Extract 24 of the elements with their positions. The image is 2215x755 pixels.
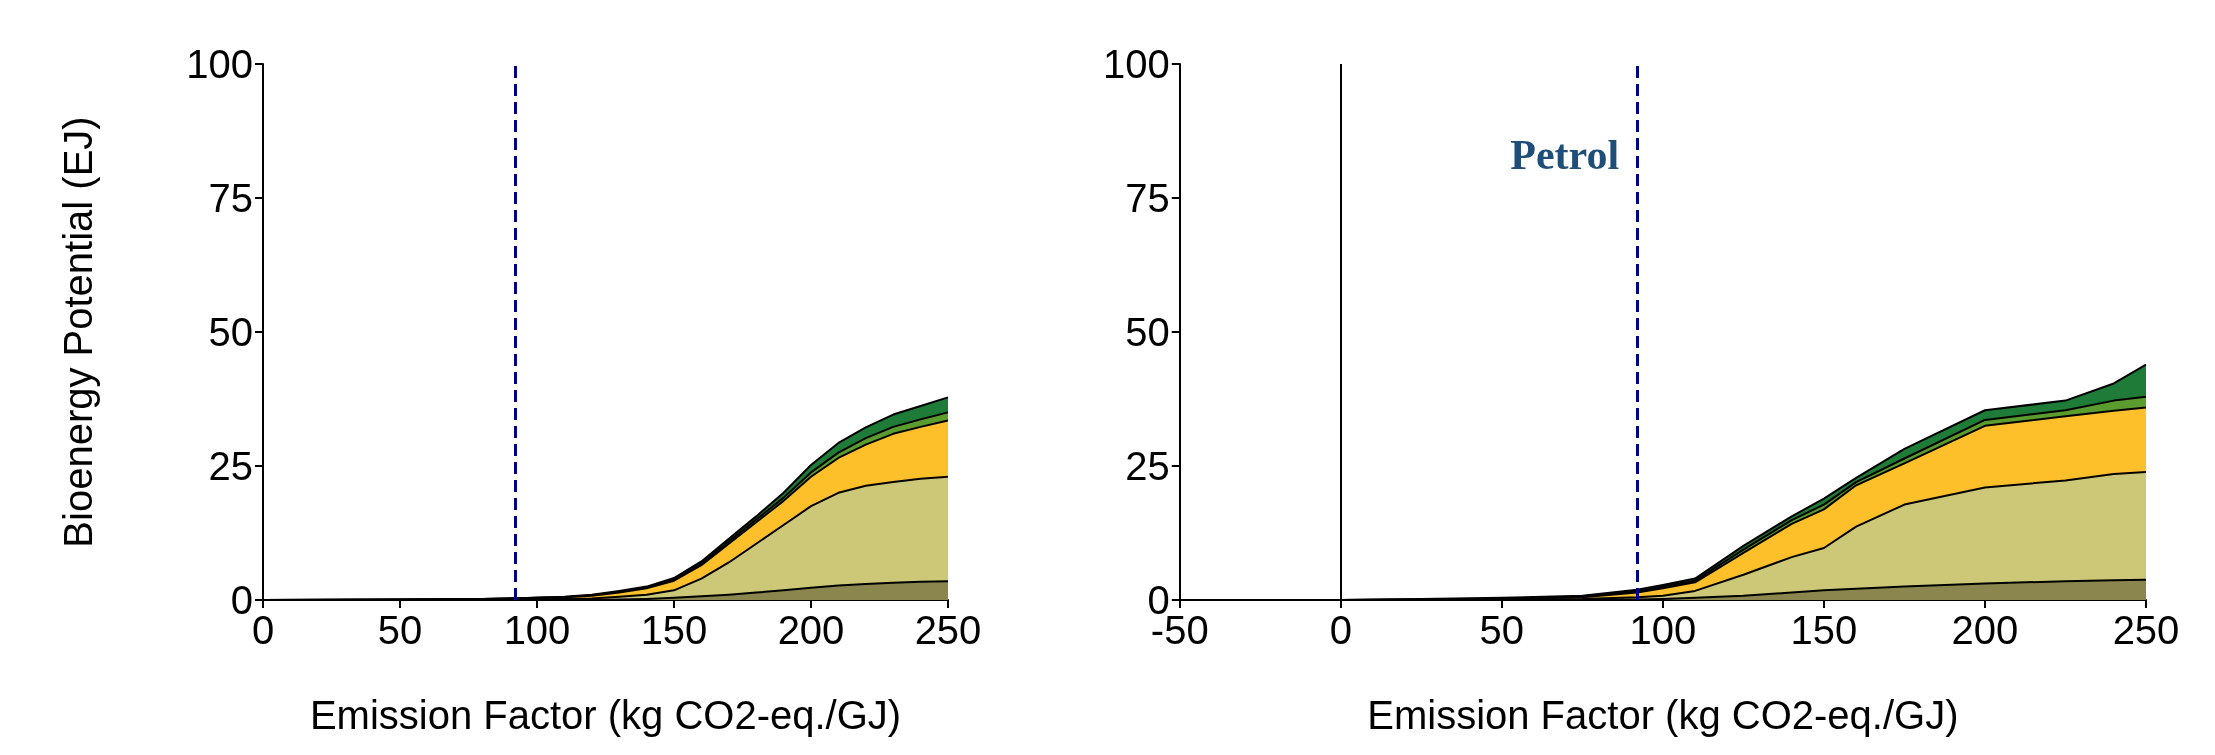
x-tick-label: 50	[1479, 608, 1525, 652]
x-axis-title: Emission Factor (kg CO2-eq./GJ)	[1367, 693, 1959, 737]
x-tick-label: 250	[914, 608, 982, 652]
x-tick-label: 150	[640, 608, 708, 652]
y-axis-title: Bioenergy Potential (EJ)	[56, 116, 100, 548]
y-tick-label: 25	[208, 444, 253, 488]
x-tick-label: 150	[1790, 608, 1858, 652]
x-tick-label: 0	[1329, 608, 1352, 652]
x-tick-label: 100	[1629, 608, 1697, 652]
x-tick-label: 50	[377, 608, 423, 652]
x-axis-title: Emission Factor (kg CO2-eq./GJ)	[309, 693, 902, 737]
x-tick-label: 250	[2112, 608, 2180, 652]
x-tick-label: 200	[777, 608, 845, 652]
ref-line-label: Petrol	[1510, 132, 1620, 178]
x-tick-label: 100	[503, 608, 571, 652]
y-tick-label: 75	[208, 176, 253, 220]
y-tick-label: 50	[1125, 310, 1170, 354]
y-tick-label: 25	[1125, 444, 1170, 488]
y-tick-label: 0	[230, 578, 253, 622]
y-tick-label: 100	[186, 42, 253, 86]
y-tick-label: 100	[1102, 42, 1170, 86]
x-tick-label: 200	[1951, 608, 2019, 652]
y-tick-label: 50	[208, 310, 253, 354]
y-tick-label: 75	[1125, 176, 1170, 220]
